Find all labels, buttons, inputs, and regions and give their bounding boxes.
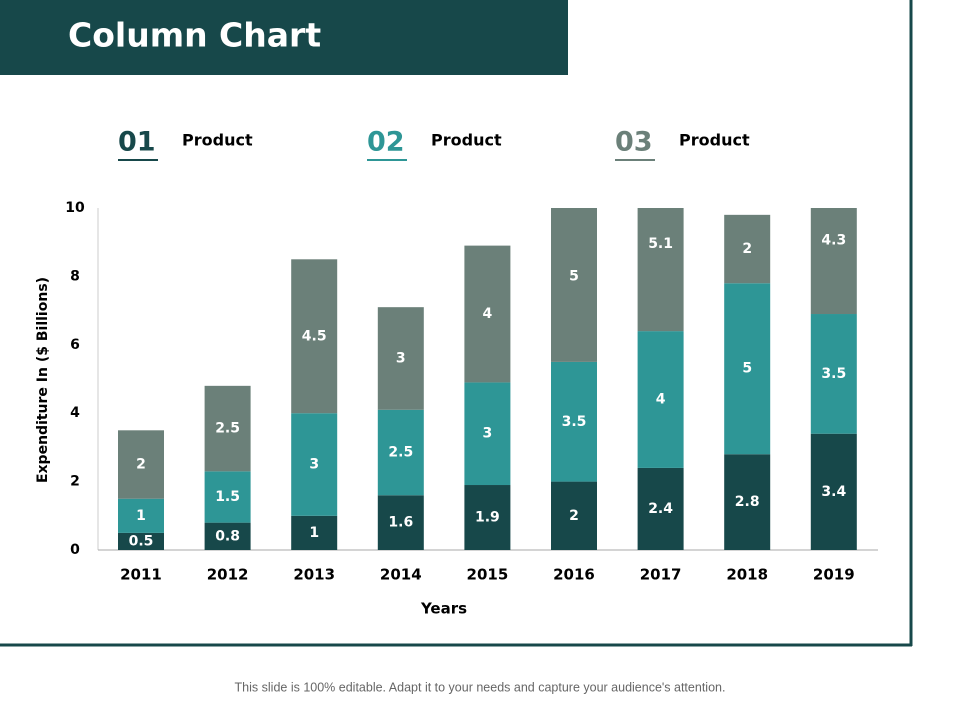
data-label: 1.5	[215, 489, 240, 505]
legend-number: 03	[615, 127, 653, 158]
bar-segment	[377, 307, 424, 410]
bar-segment	[464, 382, 511, 486]
slide-title: Column Chart	[68, 16, 321, 55]
bar-segment	[291, 413, 338, 516]
data-label: 4.3	[821, 232, 846, 248]
data-label: 2	[569, 508, 579, 524]
title-band	[0, 0, 568, 75]
bar-segment	[204, 522, 251, 550]
y-tick-label: 8	[70, 268, 80, 284]
x-tick-label: 2015	[467, 566, 509, 584]
bar-segment	[377, 495, 424, 550]
data-label: 1.9	[475, 510, 500, 526]
data-label: 5	[742, 361, 752, 377]
legend-label: Product	[431, 131, 502, 150]
data-label: 1	[136, 508, 146, 524]
y-tick-label: 2	[70, 474, 80, 490]
x-tick-label: 2016	[553, 566, 595, 584]
bar-segment	[291, 259, 338, 414]
bar-segment	[551, 481, 597, 550]
bar-segment	[637, 331, 684, 468]
data-label: 2	[742, 241, 752, 257]
y-axis-label: Expenditure In ($ Billions)	[35, 277, 51, 483]
bar-segment	[377, 409, 424, 496]
data-label: 5.1	[648, 236, 673, 252]
legend-number: 02	[367, 127, 405, 158]
data-label: 2.5	[388, 445, 413, 461]
y-tick-label: 0	[70, 542, 80, 558]
data-label: 4	[656, 392, 666, 408]
bar-segment	[724, 214, 771, 284]
data-label: 3	[396, 350, 406, 366]
legend-label: Product	[679, 131, 750, 150]
data-label: 4.5	[302, 328, 327, 344]
data-label: 4	[483, 306, 493, 322]
data-label: 3.5	[821, 366, 846, 382]
data-label: 1	[309, 525, 319, 541]
data-label: 0.5	[129, 533, 154, 549]
bar-segment	[551, 361, 597, 482]
bar-segment	[810, 433, 857, 550]
bar-segment	[464, 485, 511, 550]
bar-segment	[637, 467, 684, 550]
data-label: 5	[569, 268, 579, 284]
bar-segment	[637, 208, 684, 332]
bar-segment	[204, 385, 251, 472]
y-tick-label: 6	[70, 337, 80, 353]
bar-segment	[118, 532, 164, 550]
data-label: 3.4	[821, 484, 846, 500]
bars	[118, 208, 857, 550]
bar-segment	[204, 471, 251, 523]
bar-segment	[810, 208, 857, 315]
legend-number: 01	[118, 127, 156, 158]
x-tick-label: 2013	[293, 566, 335, 584]
bar-segment	[810, 314, 857, 434]
data-label: 0.8	[215, 528, 240, 544]
bar-segment	[464, 245, 511, 383]
x-tick-label: 2019	[813, 566, 855, 584]
data-label: 2	[136, 457, 146, 473]
x-tick-label: 2011	[120, 566, 162, 584]
data-label: 2.4	[648, 501, 673, 517]
bar-segment	[724, 454, 771, 550]
data-label: 3	[483, 426, 493, 442]
data-label: 3	[309, 457, 319, 473]
legend-label: Product	[182, 131, 253, 150]
bar-segment	[724, 283, 771, 455]
y-tick-label: 4	[70, 405, 80, 421]
data-label: 2.5	[215, 421, 240, 437]
footer: This slide is 100% editable. Adapt it to…	[235, 680, 726, 694]
bar-segment	[118, 430, 164, 499]
x-tick-label: 2012	[207, 566, 249, 584]
bar-segment	[551, 208, 597, 362]
x-tick-label: 2018	[726, 566, 768, 584]
data-label: 3.5	[562, 414, 587, 430]
data-label: 2.8	[735, 494, 760, 510]
bar-segment	[118, 498, 164, 533]
bar-segment	[291, 515, 338, 550]
x-tick-label: 2017	[640, 566, 682, 584]
x-tick-label: 2014	[380, 566, 422, 584]
y-tick-label: 10	[65, 200, 85, 216]
x-axis-label: Years	[420, 600, 467, 618]
data-label: 1.6	[388, 515, 413, 531]
